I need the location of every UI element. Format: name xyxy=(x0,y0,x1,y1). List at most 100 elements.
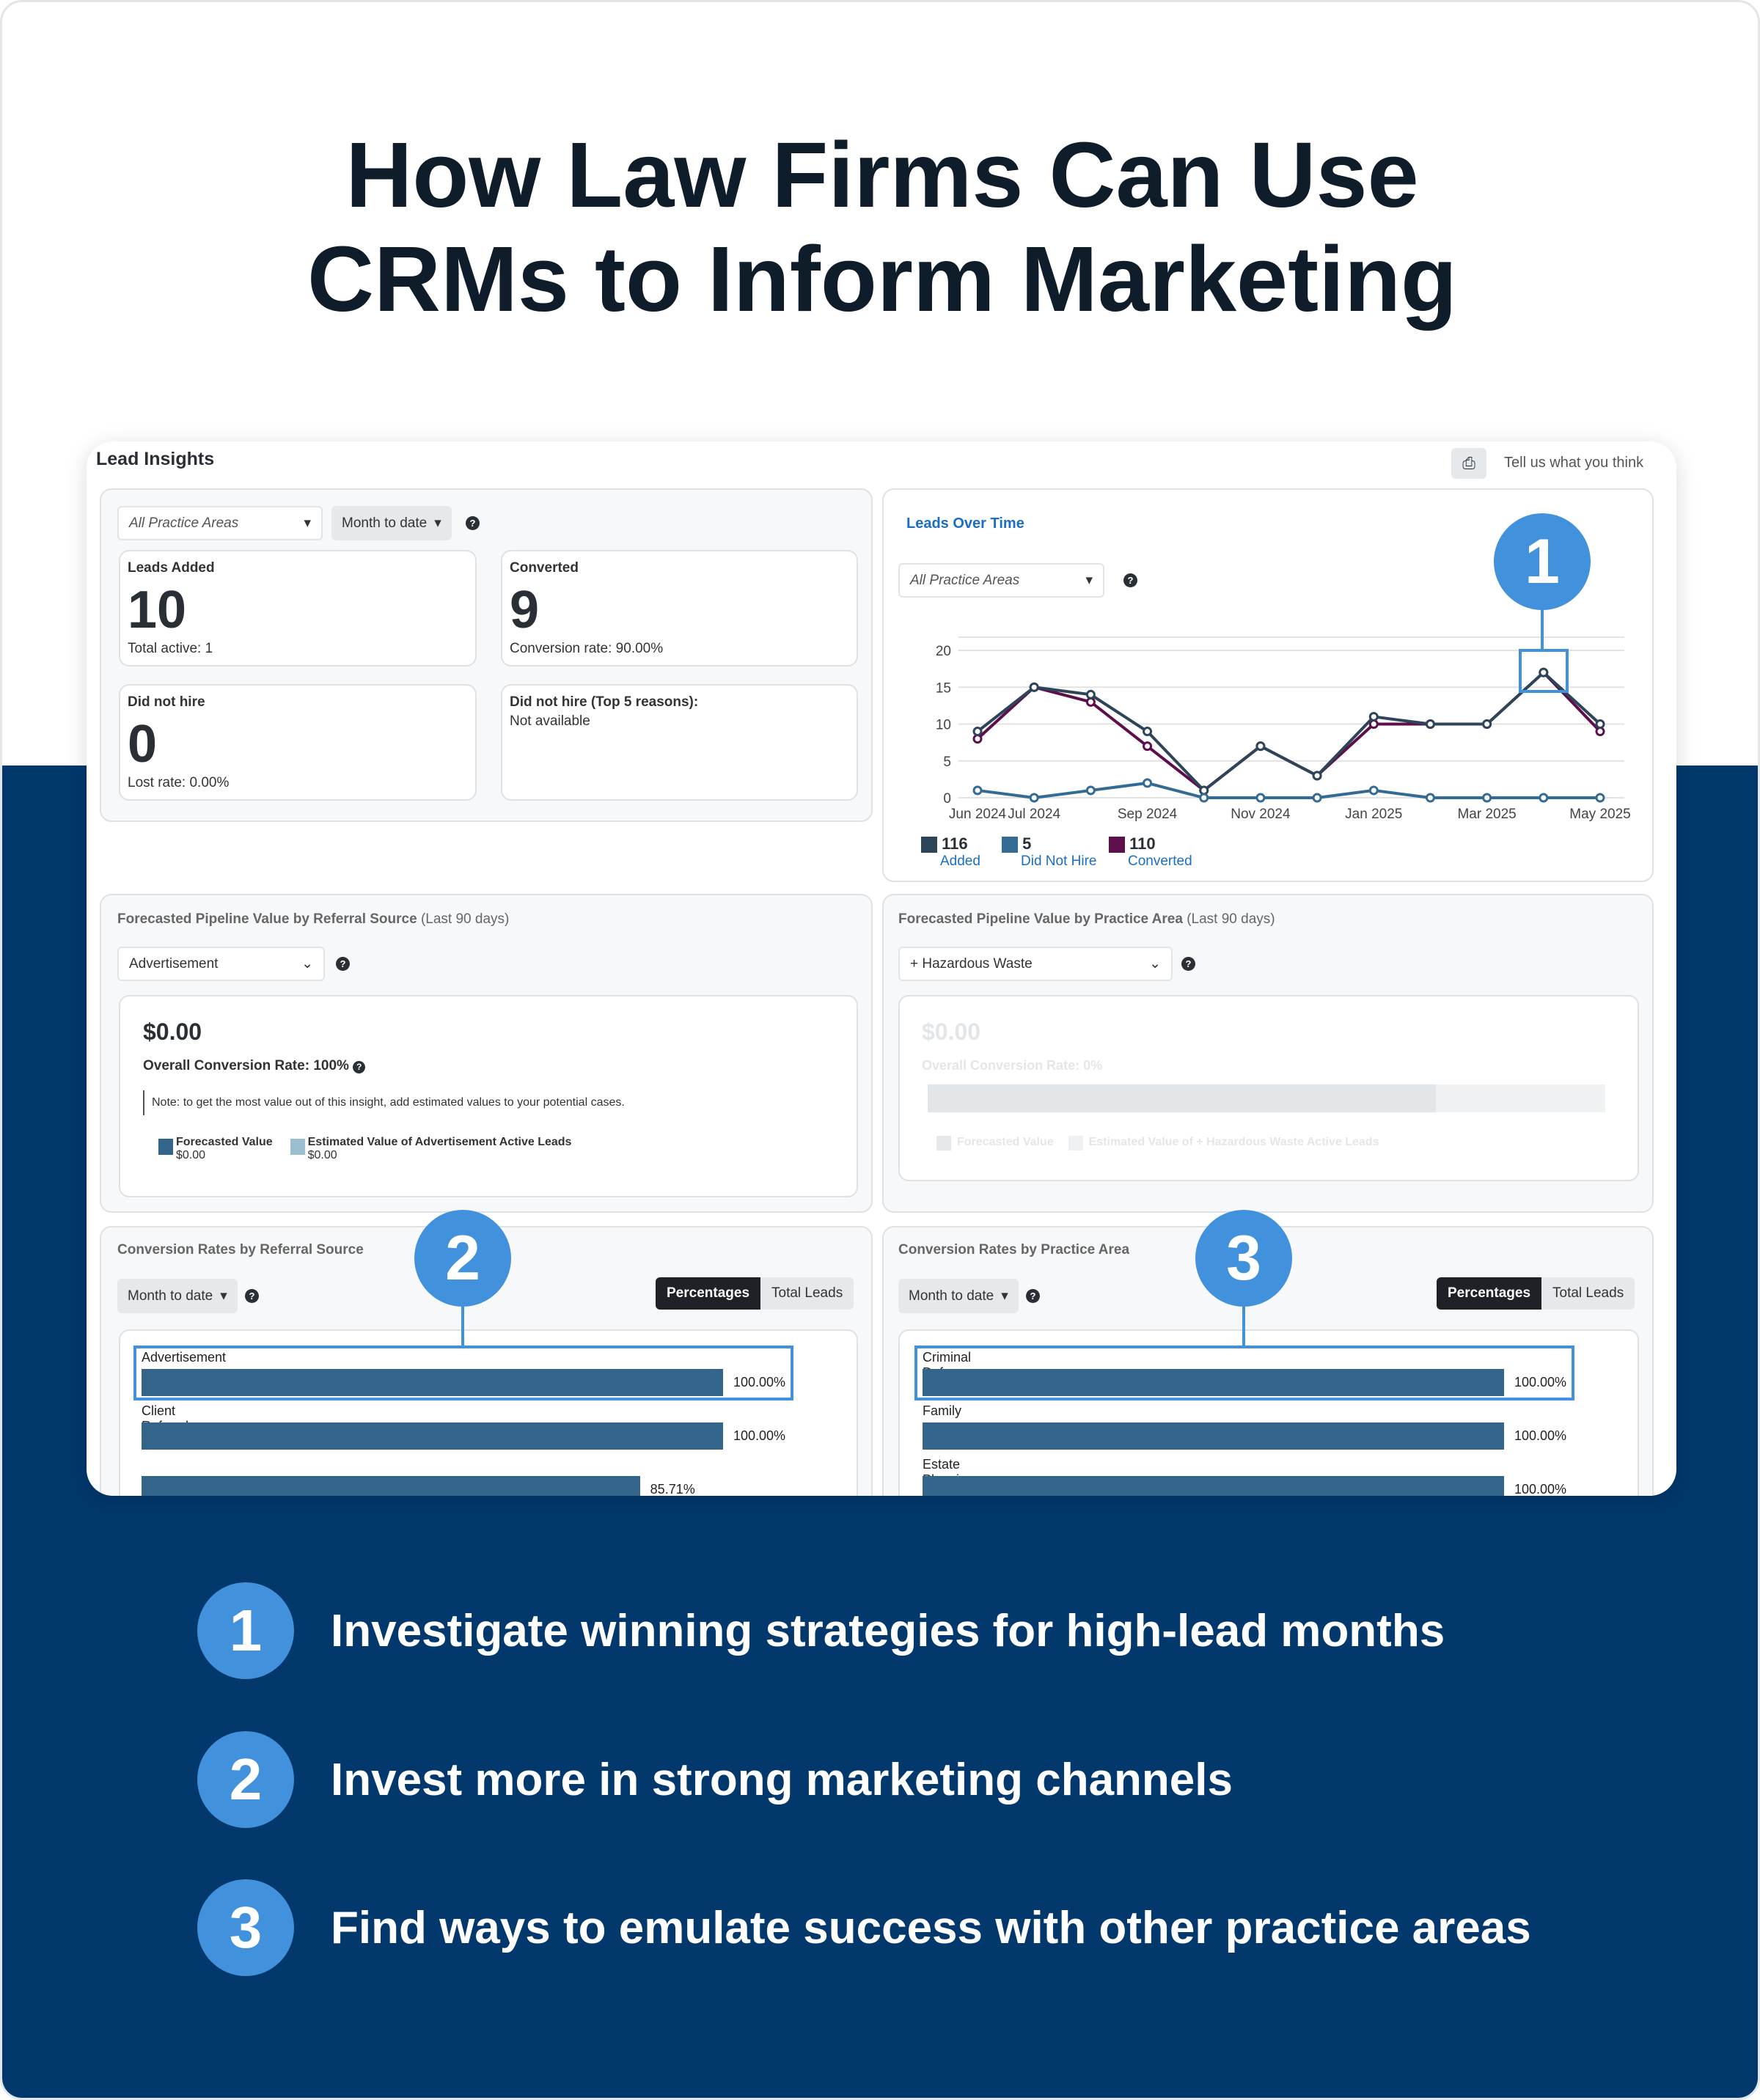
legend-converted[interactable]: 110 Converted xyxy=(1109,834,1192,870)
card-subtitle: Conversion rate: 90.00% xyxy=(510,641,664,656)
step-text: Investigate winning strategies for high-… xyxy=(331,1605,1445,1656)
data-point xyxy=(1368,719,1379,729)
conversion-bar[interactable] xyxy=(923,1476,1504,1496)
panel-title: Forecasted Pipeline Value by Referral So… xyxy=(117,911,510,927)
data-point xyxy=(1312,771,1322,781)
printer-icon: ⎙ xyxy=(1462,454,1475,472)
callout-connector xyxy=(461,1299,464,1346)
print-button[interactable]: ⎙ xyxy=(1451,448,1486,479)
x-tick-label: May 2025 xyxy=(1569,807,1630,822)
step-text: Find ways to emulate success with other … xyxy=(331,1902,1531,1953)
callout-badge-3: 3 xyxy=(1195,1210,1292,1307)
series-line-converted xyxy=(976,670,1602,793)
data-point xyxy=(1199,785,1209,796)
leads-line-chart: 0 5 10 15 20 Jun 2024 Jul 2024 Sep 2024 Nov 2024… xyxy=(936,636,1631,822)
bar-label: Advertisement xyxy=(142,1350,227,1365)
help-icon[interactable]: ? xyxy=(1026,1289,1040,1303)
panel-title: Forecasted Pipeline Value by Practice Ar… xyxy=(898,911,1275,927)
data-point xyxy=(1143,778,1153,788)
panel-title: Leads Over Time xyxy=(906,515,1024,532)
callout-badge-2: 2 xyxy=(414,1210,511,1307)
y-tick-label: 10 xyxy=(936,718,951,733)
pipeline-bar-track xyxy=(928,1084,1605,1112)
legend-did-not-hire[interactable]: 5 Did Not Hire xyxy=(1002,834,1109,870)
panel-title: Conversion Rates by Practice Area xyxy=(898,1242,1130,1258)
help-icon[interactable]: ? xyxy=(466,516,480,530)
toggle-total-leads[interactable]: Total Leads xyxy=(771,1285,843,1301)
callout-highlight-box xyxy=(914,1345,1574,1400)
conversion-bar[interactable] xyxy=(923,1422,1504,1450)
series-line-did-not-hire xyxy=(977,781,1600,800)
page-title: How Law Firms Can Use CRMs to Inform Mar… xyxy=(2,123,1758,331)
legend-swatch xyxy=(1002,837,1018,853)
caret-down-icon: ▾ xyxy=(304,515,311,531)
legend-swatch xyxy=(1109,837,1125,853)
x-tick-label: Jul 2024 xyxy=(1008,807,1060,822)
pipeline-legend: Forecasted Value $0.00 Estimated Value of… xyxy=(158,1136,571,1162)
period-select[interactable]: Month to date ▾ xyxy=(117,1279,238,1313)
note-text: Note: to get the most value out of this … xyxy=(143,1090,625,1115)
caret-down-icon: ▾ xyxy=(434,515,441,531)
data-point xyxy=(1143,741,1153,752)
help-icon[interactable]: ? xyxy=(245,1289,259,1303)
view-toggle: Percentages Total Leads xyxy=(1437,1277,1635,1310)
pipeline-legend: Forecasted Value Estimated Value of + Ha… xyxy=(936,1136,1379,1150)
step-1: 1 Investigate winning strategies for high… xyxy=(197,1582,1664,1679)
bars-card xyxy=(898,1329,1639,1496)
data-point xyxy=(1085,785,1096,796)
toggle-total-leads[interactable]: Total Leads xyxy=(1552,1285,1624,1301)
dashboard-title: Lead Insights xyxy=(96,449,215,469)
help-icon[interactable]: ? xyxy=(336,957,350,971)
pipeline-practice-panel: Forecasted Pipeline Value by Practice Ar… xyxy=(882,894,1654,1213)
pipeline-card: $0.00 Overall Conversion Rate: 100% ? No… xyxy=(119,995,858,1197)
data-point xyxy=(1368,785,1379,796)
y-tick-label: 15 xyxy=(936,680,951,696)
data-point xyxy=(1255,793,1266,803)
period-select[interactable]: Month to date ▾ xyxy=(898,1279,1019,1313)
conversion-bar[interactable] xyxy=(142,1476,640,1496)
title-line-2: CRMs to Inform Marketing xyxy=(307,227,1458,331)
panel-title: Conversion Rates by Referral Source xyxy=(117,1242,364,1258)
help-icon[interactable]: ? xyxy=(1123,573,1137,587)
bar-value: 100.00% xyxy=(733,1428,786,1443)
period-select[interactable]: Month to date ▾ xyxy=(331,506,452,540)
conversion-bar[interactable] xyxy=(142,1422,723,1450)
help-icon[interactable]: ? xyxy=(353,1061,366,1073)
toggle-percentages[interactable]: Percentages xyxy=(1437,1277,1542,1310)
reasons-card: Did not hire (Top 5 reasons): Not availa… xyxy=(501,684,858,801)
practice-area-select[interactable]: + Hazardous Waste ⌄ xyxy=(898,947,1173,981)
data-point xyxy=(1425,719,1435,729)
conversion-rate: Overall Conversion Rate: 100% ? xyxy=(143,1058,366,1074)
practice-area-select[interactable]: All Practice Areas ▾ xyxy=(898,563,1104,598)
caret-down-icon: ▾ xyxy=(1001,1288,1008,1304)
data-point xyxy=(1029,793,1039,803)
dashboard-screenshot: Lead Insights ⎙ Tell us what you think A… xyxy=(87,441,1676,1496)
data-point xyxy=(1143,727,1153,737)
data-point xyxy=(1312,793,1322,803)
callout-connector xyxy=(1541,603,1544,650)
summary-panel: All Practice Areas ▾ Month to date ▾ ? Lea… xyxy=(100,488,873,822)
data-point xyxy=(1482,719,1492,729)
data-point xyxy=(1595,793,1605,803)
pipeline-bar-fill xyxy=(928,1084,1436,1112)
feedback-link[interactable]: Tell us what you think xyxy=(1504,455,1644,471)
card-subtitle: Total active: 1 xyxy=(128,641,213,656)
conversion-bar[interactable] xyxy=(142,1369,723,1396)
step-2: 2 Invest more in strong marketing channel… xyxy=(197,1731,1664,1828)
title-line-1: How Law Firms Can Use xyxy=(345,123,1419,227)
help-icon[interactable]: ? xyxy=(1181,957,1195,971)
toggle-percentages[interactable]: Percentages xyxy=(656,1277,761,1310)
referral-source-select[interactable]: Advertisement ⌄ xyxy=(117,947,325,981)
card-value: 10 xyxy=(128,581,187,639)
step-text: Invest more in strong marketing channels xyxy=(331,1754,1233,1805)
data-point xyxy=(972,727,983,737)
practice-area-select[interactable]: All Practice Areas ▾ xyxy=(117,506,323,540)
conversion-bar[interactable] xyxy=(923,1369,1504,1396)
data-point xyxy=(1029,682,1039,692)
x-tick-label: Sep 2024 xyxy=(1118,807,1178,822)
data-point xyxy=(972,734,983,744)
data-point xyxy=(1085,689,1096,700)
x-tick-label: Jan 2025 xyxy=(1345,807,1402,822)
legend-added[interactable]: 116 Added xyxy=(921,834,1002,870)
